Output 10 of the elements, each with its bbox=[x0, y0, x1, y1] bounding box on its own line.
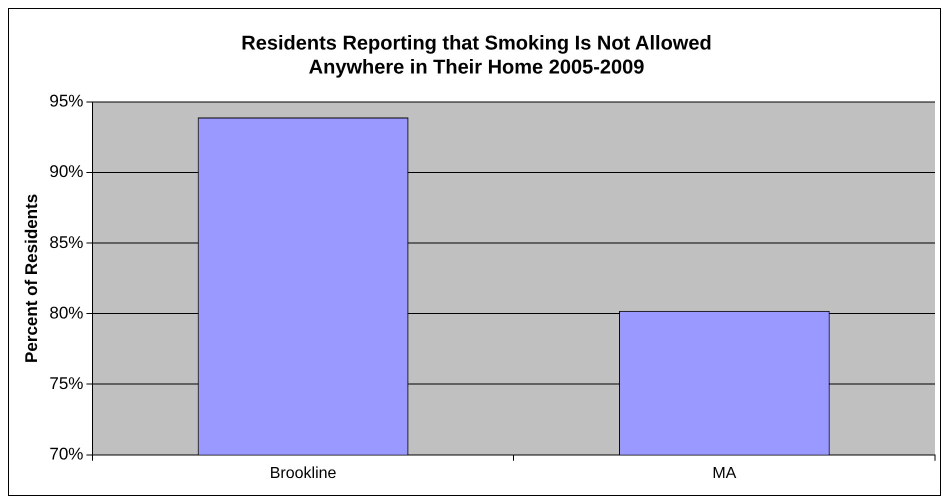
y-tick-label: 85% bbox=[49, 232, 84, 252]
chart-title: Residents Reporting that Smoking Is Not Allowed Anywhere in Their Home 2005-2009 bbox=[241, 32, 712, 79]
x-tick-label: Brookline bbox=[270, 464, 337, 482]
y-tick-label: 75% bbox=[49, 374, 84, 393]
y-tick-label: 70% bbox=[49, 444, 84, 464]
y-axis-title: Percent of Residents bbox=[22, 194, 41, 363]
x-tick-label: MA bbox=[712, 464, 737, 482]
y-tick-label: 80% bbox=[49, 303, 84, 322]
y-tick-label: 90% bbox=[49, 162, 84, 182]
y-tick-label: 95% bbox=[49, 92, 84, 111]
